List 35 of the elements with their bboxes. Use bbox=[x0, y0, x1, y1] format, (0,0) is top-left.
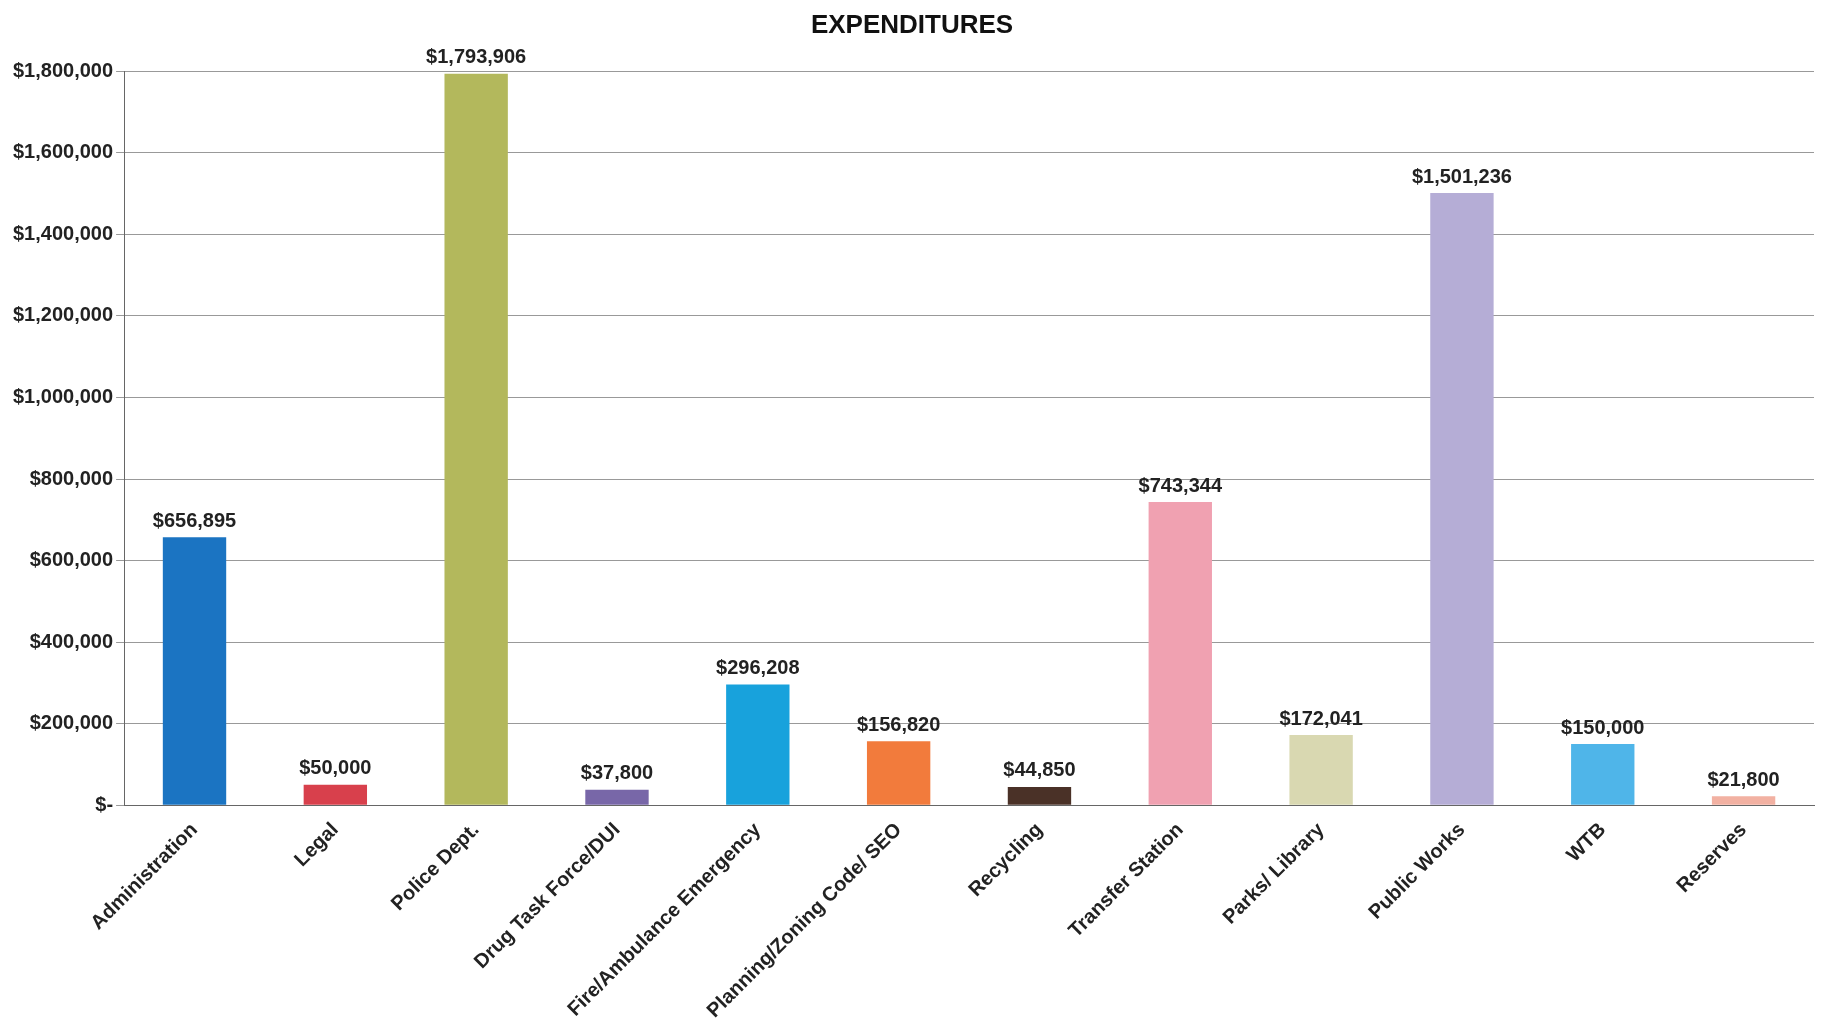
bar bbox=[1571, 744, 1635, 805]
y-tick-label: $1,800,000 bbox=[12, 58, 114, 81]
bar bbox=[1711, 796, 1776, 805]
bar bbox=[726, 684, 790, 805]
y-tick-label: $- bbox=[95, 792, 114, 815]
y-tick-label: $1,000,000 bbox=[12, 384, 114, 407]
y-tick-label: $600,000 bbox=[29, 548, 114, 571]
data-label: $156,820 bbox=[856, 712, 941, 735]
bar bbox=[1148, 502, 1212, 805]
y-tick-label: $200,000 bbox=[29, 711, 114, 734]
data-label: $656,895 bbox=[152, 508, 237, 531]
bar bbox=[1007, 786, 1072, 805]
bar bbox=[585, 789, 649, 805]
bar bbox=[303, 784, 368, 805]
y-tick-label: $400,000 bbox=[29, 629, 114, 652]
data-label: $150,000 bbox=[1561, 715, 1645, 738]
data-label: $37,800 bbox=[580, 761, 654, 784]
bar bbox=[162, 537, 227, 805]
data-label: $743,344 bbox=[1138, 473, 1223, 496]
data-label: $1,501,236 bbox=[1411, 164, 1512, 187]
bar bbox=[866, 741, 931, 805]
y-tick-label: $1,200,000 bbox=[12, 303, 114, 326]
chart-title: EXPENDITURES bbox=[810, 8, 1014, 39]
y-tick-label: $1,400,000 bbox=[12, 221, 114, 244]
data-label: $21,800 bbox=[1707, 767, 1780, 790]
data-label: $172,041 bbox=[1279, 706, 1363, 729]
data-label: $1,793,906 bbox=[426, 45, 527, 68]
y-tick-label: $800,000 bbox=[29, 466, 114, 489]
y-tick-label: $1,600,000 bbox=[12, 140, 114, 163]
data-label: $50,000 bbox=[299, 756, 372, 779]
data-label: $44,850 bbox=[1003, 758, 1076, 781]
bar bbox=[1430, 193, 1494, 805]
data-label: $296,208 bbox=[716, 655, 800, 678]
bar bbox=[444, 73, 508, 805]
bar bbox=[1289, 735, 1353, 805]
